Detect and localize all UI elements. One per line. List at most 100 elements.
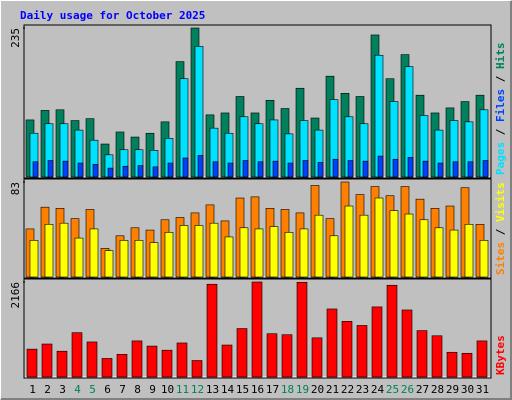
bar [446,351,458,378]
bar [86,341,98,378]
legend-separator: / [494,122,507,142]
bar [464,224,474,278]
bar [371,306,383,378]
bar [272,160,279,178]
x-tick-label: 21 [326,383,339,396]
bar [401,309,413,378]
bar [362,160,369,178]
bar [344,205,354,278]
legend-entry: Visits [494,182,507,222]
legend-entry: Hits [494,43,507,70]
bar [77,162,84,178]
bar [161,349,173,378]
x-tick-label: 20 [311,383,324,396]
legend-entry: Files [494,89,507,122]
bar [431,335,443,378]
bar [254,228,264,278]
legend: Pages / Files / Hits [494,43,507,176]
x-tick-label: 13 [206,383,219,396]
x-tick-label: 28 [431,383,444,396]
bar [404,213,414,278]
x-tick-label: 5 [89,383,96,396]
legend-separator: / [494,222,507,242]
x-tick-label: 1 [29,383,36,396]
bar [56,350,68,378]
x-tick-label: 8 [134,383,141,396]
bar [359,214,369,278]
bar [47,160,54,178]
bar [386,284,398,378]
x-tick-label: 6 [104,383,111,396]
bar [224,236,234,278]
legend-entry: KBytes [494,335,507,375]
x-tick-label: 7 [119,383,126,396]
bar [374,197,384,278]
legend-entry: Sites [494,242,507,275]
bar [32,161,39,178]
bar [452,161,459,178]
bar [287,162,294,178]
bar [89,228,99,278]
bar [389,210,399,278]
x-tick-label: 16 [251,383,264,396]
bar [44,224,54,278]
x-tick-label: 4 [74,383,81,396]
bar [326,308,338,378]
x-tick-label: 2 [44,383,51,396]
bar [416,330,428,378]
bar [314,214,324,278]
bar [212,161,219,178]
x-tick-label: 11 [176,383,189,396]
x-tick-label: 31 [476,383,489,396]
y-tick-label: 235 [9,28,22,48]
bar [194,225,204,278]
x-tick-label: 14 [221,383,235,396]
bar [179,225,189,278]
bar [419,219,429,278]
x-tick-label: 9 [149,383,156,396]
bar [206,283,218,378]
bar [341,321,353,378]
bar [377,155,384,178]
bar [284,232,294,278]
bar [134,240,144,278]
bar [317,162,324,178]
bar [176,342,188,378]
bar [101,358,113,378]
bar [71,332,83,378]
x-tick-label: 22 [341,383,354,396]
bar [74,237,84,278]
x-tick-label: 18 [281,383,294,396]
bar [329,235,339,278]
bar [119,240,129,278]
y-tick-label: 2166 [9,282,22,309]
bar [122,165,129,178]
bar [479,240,489,278]
bar [332,158,339,178]
bar [107,167,114,178]
bar [299,228,309,278]
bar [227,162,234,178]
bar [347,160,354,178]
bar [266,333,278,378]
bar [26,348,38,378]
legend: Sites / Visits [494,182,507,275]
bar [164,232,174,278]
bar [467,161,474,178]
bar [476,340,488,378]
x-tick-label: 12 [191,383,204,396]
x-tick-label: 30 [461,383,474,396]
bar [482,160,489,178]
x-tick-label: 29 [446,383,459,396]
bar [437,162,444,178]
x-tick-label: 27 [416,383,429,396]
bar [209,222,219,278]
y-tick-label: 83 [9,182,22,195]
bar [146,345,158,378]
bar [461,352,473,378]
legend-entry: Pages [494,142,507,175]
bar [62,160,69,178]
bar [251,281,263,378]
